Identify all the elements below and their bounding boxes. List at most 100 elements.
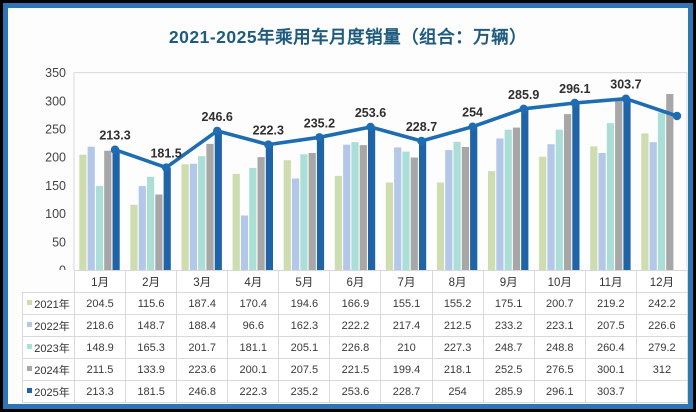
bar-2024年-8月 <box>461 147 469 270</box>
value-cell: 223.1 <box>533 314 586 337</box>
value-cell: 246.8 <box>176 380 229 403</box>
year-label-text: 2024年 <box>34 364 70 377</box>
line-point-marker <box>672 111 682 121</box>
bar-2021年-7月 <box>385 182 393 270</box>
value-cell: 222.2 <box>329 314 382 337</box>
line-point-marker <box>110 145 120 154</box>
bar-2022年-11月 <box>598 153 606 270</box>
bar-2021年-3月 <box>181 164 189 270</box>
y-axis-labels: 0 50 100 150 200 250 300 350 <box>45 66 66 270</box>
year-label-text: 2025年 <box>34 386 70 399</box>
line-point-label: 253.6 <box>355 106 386 120</box>
value-cell: 162.3 <box>278 314 331 337</box>
value-cell: 296.1 <box>533 380 586 403</box>
month-header: 9月 <box>482 270 535 293</box>
value-cell: 207.5 <box>278 358 331 381</box>
value-cell: 253.6 <box>329 380 382 403</box>
value-cell: 312 <box>635 358 688 381</box>
bar-2022年-12月 <box>649 142 657 270</box>
card-content: 2021-2025年乘用车月度销量（组合：万辆） 0 50 100 150 200 250… <box>8 8 688 404</box>
bar-2023年-12月 <box>657 112 666 270</box>
bar-2023年-2月 <box>147 176 155 270</box>
value-cell <box>635 380 688 403</box>
bar-2022年-2月 <box>138 186 146 270</box>
y-tick-label: 250 <box>45 123 66 137</box>
value-cell: 303.7 <box>584 380 637 403</box>
bar-2024年-10月 <box>564 114 572 270</box>
bar-2021年-12月 <box>641 133 649 270</box>
month-header-row: 1月 2月 3月 4月 5月 6月 7月 8月 9月 10月 11月 12月 <box>23 270 688 293</box>
value-cell: 212.5 <box>431 314 484 337</box>
value-cell: 165.3 <box>125 336 178 359</box>
value-cell: 205.1 <box>278 336 331 359</box>
value-cell: 213.3 <box>73 380 127 403</box>
series-swatch-icon <box>27 321 33 327</box>
line-point-label: 303.7 <box>610 78 641 92</box>
bar-2022年-6月 <box>343 144 351 270</box>
value-cell: 170.4 <box>227 292 280 315</box>
year-label: 2021年 <box>22 292 75 315</box>
bar-2023年-5月 <box>300 154 308 270</box>
line-point-marker <box>621 94 631 103</box>
page-title: 2021-2025年乘用车月度销量（组合：万辆） <box>168 27 528 47</box>
value-cell: 133.9 <box>125 358 178 381</box>
value-cell: 221.5 <box>329 358 382 381</box>
bar-2025年-2月 <box>163 167 171 270</box>
year-label-text: 2022年 <box>34 320 70 333</box>
value-cell: 175.1 <box>482 292 535 315</box>
bar-2023年-10月 <box>555 129 563 270</box>
year-label: 2025年 <box>22 380 75 403</box>
bar-2022年-9月 <box>496 138 504 270</box>
value-cell: 115.6 <box>125 292 178 315</box>
bar-2024年-1月 <box>104 150 112 270</box>
value-cell: 235.2 <box>278 380 331 403</box>
line-point-label: 246.6 <box>202 110 233 124</box>
value-cell: 227.3 <box>431 336 484 359</box>
bar-2021年-2月 <box>130 204 138 270</box>
bar-2025年-7月 <box>419 141 427 270</box>
value-cell: 219.2 <box>584 292 637 315</box>
bar-2021年-4月 <box>232 173 240 270</box>
value-cell: 233.2 <box>482 314 535 337</box>
bar-2025年-8月 <box>470 126 478 270</box>
year-label-text: 2021年 <box>34 298 70 311</box>
value-cell: 223.6 <box>176 358 229 381</box>
line-point-marker <box>417 136 426 146</box>
table-row: 2021年 204.5 115.6 187.4 170.4 194.6 166.9 155.1… <box>22 292 688 315</box>
bar-2021年-6月 <box>334 175 342 270</box>
year-label: 2022年 <box>22 314 75 337</box>
bar-2025年-11月 <box>623 98 631 270</box>
value-cell: 187.4 <box>176 292 229 315</box>
value-cell: 218.1 <box>431 358 484 381</box>
chart-card: 2021-2025年乘用车月度销量（组合：万辆） 0 50 100 150 200 250… <box>3 3 693 409</box>
series-swatch-icon <box>27 387 33 393</box>
bar-2024年-6月 <box>359 145 367 270</box>
month-header: 12月 <box>635 270 688 293</box>
value-cell: 279.2 <box>635 336 688 359</box>
line-point-label: 228.7 <box>406 120 437 134</box>
bar-2024年-9月 <box>512 127 521 270</box>
y-tick-label: 50 <box>52 235 66 249</box>
bar-2024年-2月 <box>155 194 163 270</box>
line-point-marker <box>519 104 528 113</box>
y-tick-label: 0 <box>59 264 66 271</box>
table-row: 2023年 148.9 165.3 201.7 181.1 205.1 226.8 210 22… <box>22 336 688 359</box>
month-header: 11月 <box>584 270 637 293</box>
month-header: 4月 <box>227 270 280 293</box>
value-cell: 181.5 <box>125 380 178 403</box>
line-point-label: 296.1 <box>559 82 590 96</box>
line-point-label: 213.3 <box>99 129 130 143</box>
bar-2022年-5月 <box>292 178 300 270</box>
year-label: 2024年 <box>22 358 75 381</box>
bar-2023年-11月 <box>606 123 614 270</box>
value-cell: 222.3 <box>227 380 280 403</box>
month-header: 7月 <box>380 270 433 293</box>
series-swatch-icon <box>27 299 33 305</box>
table-row: 2022年 218.6 148.7 188.4 96.6 162.3 222.2 217.4 2… <box>22 314 688 337</box>
bar-2025年-1月 <box>112 149 120 270</box>
chart-svg: 0 50 100 150 200 250 300 350 213.3 181.5 246.6 222.… <box>45 66 688 270</box>
value-cell: 199.4 <box>380 358 433 381</box>
bar-2021年-9月 <box>488 171 496 270</box>
value-cell: 276.5 <box>533 358 586 381</box>
line-point-marker <box>213 126 222 136</box>
